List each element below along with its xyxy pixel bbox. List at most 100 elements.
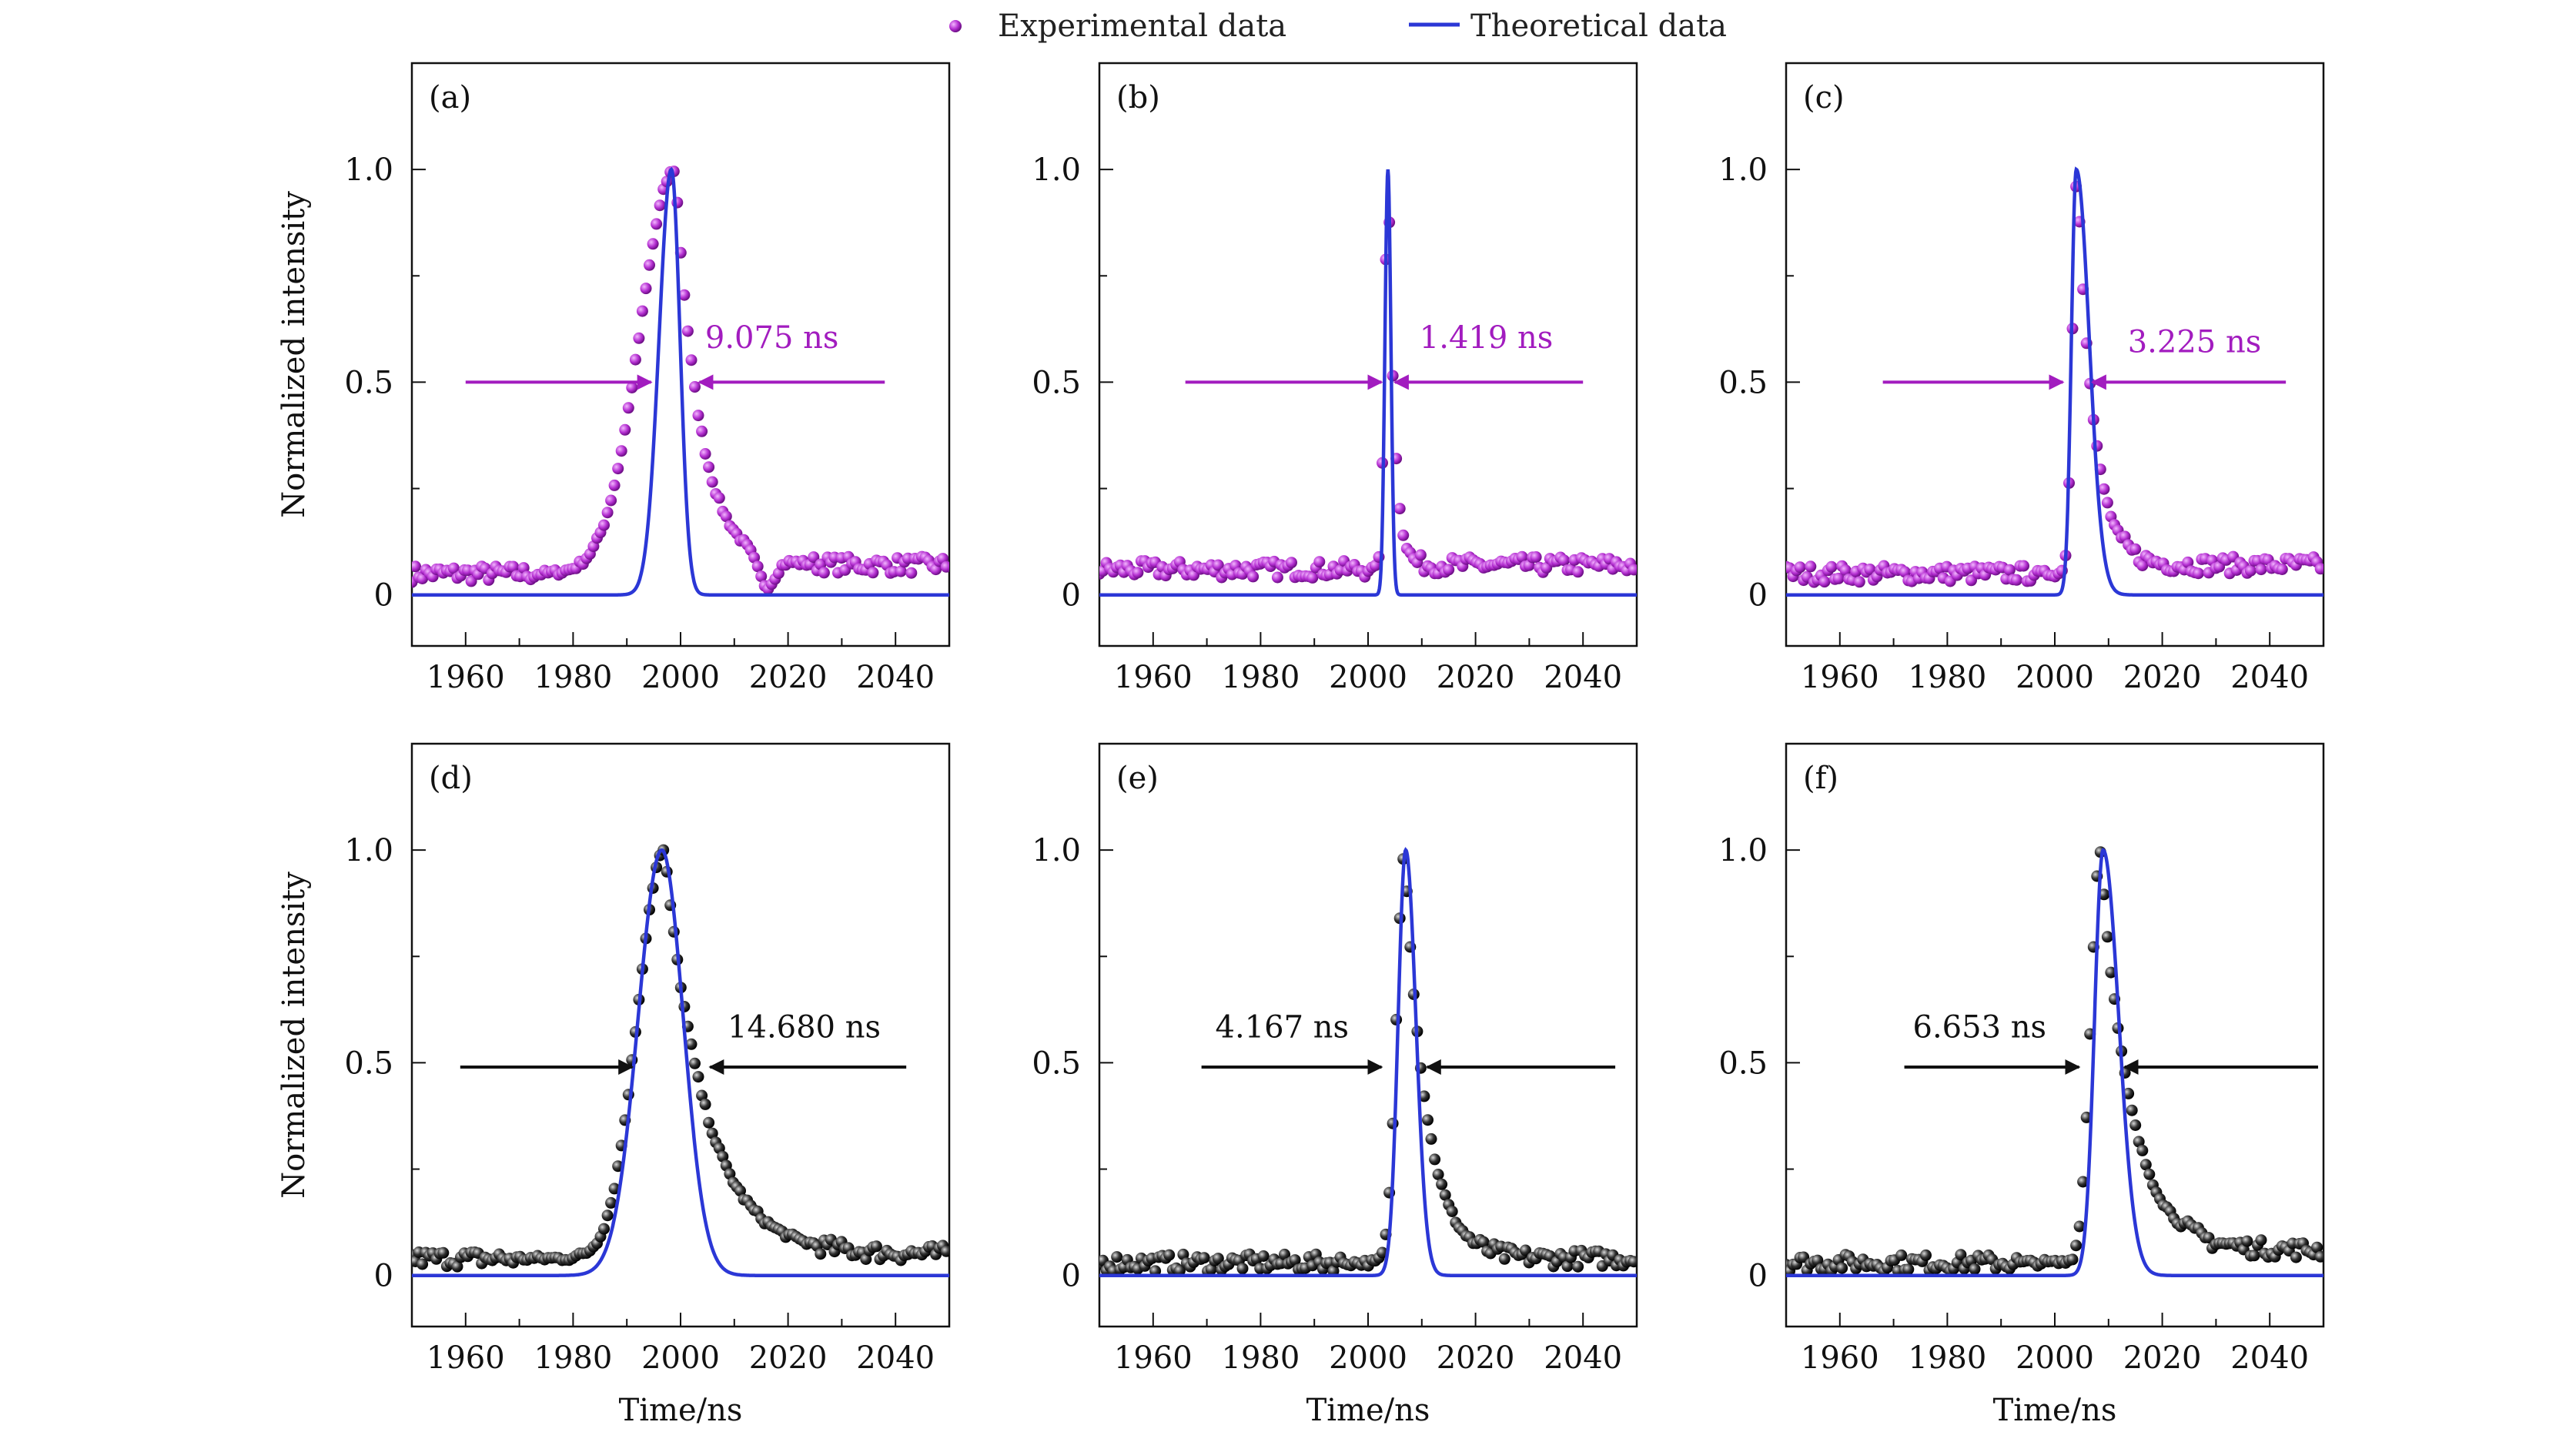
panel-f-plot-area — [1786, 846, 2323, 1277]
panel-f-ytick-label: 0.5 — [1718, 1046, 1768, 1081]
panel-a-experimental-point — [748, 551, 761, 564]
panel-f-experimental-point — [2077, 1176, 2089, 1188]
panel-d-experimental-point — [940, 1245, 949, 1257]
panel-b-experimental-point — [1516, 550, 1528, 563]
panel-d-ylabel: Normalized intensity — [276, 872, 312, 1199]
panel-b-xtick-label: 1960 — [1114, 660, 1193, 695]
panel-a-ylabel: Normalized intensity — [276, 191, 312, 518]
legend-experimental-label: Experimental data — [998, 8, 1286, 44]
panel-a-experimental-point — [867, 567, 879, 579]
panel-f-experimental-point — [1836, 1262, 1848, 1274]
panel-d-experimental-point — [815, 1248, 827, 1260]
panel-e-ytick-label: 0 — [1062, 1259, 1081, 1294]
panel-d-experimental-point — [685, 1038, 698, 1050]
panel-c-experimental-point — [2101, 497, 2113, 509]
panel-a-experimental-point — [612, 463, 624, 475]
panel-d-xtick-label: 2000 — [641, 1340, 720, 1376]
panel-a-experimental-point — [703, 461, 715, 473]
panel-d-experimental-point — [717, 1150, 729, 1163]
panel-c-experimental-point — [1864, 564, 1876, 575]
panel-c-experimental-point — [1794, 561, 1806, 574]
panel-c-experimental-point — [2244, 564, 2257, 577]
legend-theoretical-label: Theoretical data — [1470, 8, 1727, 44]
panel-c: 1960 1980 2000 2020 2040 0 0.5 1.0 (c) 3.225 ns — [1718, 62, 2325, 695]
panel-e-xtick-label: 2040 — [1544, 1340, 1622, 1376]
panel-f-experimental-point — [2070, 1240, 2083, 1252]
panel-e-ytick-label: 1.0 — [1032, 833, 1081, 868]
panel-e-theory-line — [1099, 847, 1637, 1277]
panel-c-experimental-point — [2255, 564, 2267, 576]
panel-e-experimental-point — [1422, 1114, 1434, 1126]
panel-e-experimental-point — [1377, 1246, 1388, 1259]
panel-c-fwhm-label: 3.225 ns — [2128, 325, 2262, 360]
panel-f-xtick-label: 2020 — [2123, 1340, 2202, 1376]
panel-c-experimental-point — [1853, 576, 1865, 588]
panel-e-xtick-label: 2020 — [1437, 1340, 1515, 1376]
panel-d-experimental-point — [696, 1089, 708, 1102]
panel-f-xtick-label: 2000 — [2016, 1340, 2094, 1376]
panel-b-xtick-label: 2020 — [1437, 660, 1515, 695]
panel-f-experimental-point — [2098, 888, 2110, 901]
panel-c-experimental-point — [2276, 564, 2288, 575]
panel-f-experimental-point — [2314, 1250, 2323, 1263]
panel-b-experimental-point — [1313, 556, 1326, 568]
panel-f-ytick-label: 1.0 — [1718, 833, 1768, 868]
panel-d-ytick-label: 0.5 — [344, 1046, 393, 1081]
panel-a-experimental-point — [751, 560, 764, 573]
panel-d-plot-area — [412, 844, 949, 1277]
panel-a-experimental-point — [692, 410, 704, 422]
panel-b-xtick-label: 2000 — [1329, 660, 1407, 695]
panel-e: 1960 1980 2000 2020 2040 0 0.5 1.0 (e) Time/ns 4.1… — [1032, 742, 1638, 1428]
panel-f-experimental-point — [2101, 931, 2113, 943]
panel-b-fwhm-label: 1.419 ns — [1420, 320, 1554, 356]
panel-b-label: (b) — [1116, 80, 1160, 115]
panel-d-experimental-point — [706, 1127, 718, 1139]
panel-f-xtick-label: 2040 — [2230, 1340, 2309, 1376]
panel-c-xtick-label: 1980 — [1909, 660, 1987, 695]
panel-f-experimental-point — [2248, 1250, 2260, 1262]
panel-d-xtick-label: 2040 — [856, 1340, 935, 1376]
panel-b-xtick-label: 2040 — [1544, 660, 1622, 695]
panel-f-experimental-point — [2129, 1119, 2142, 1131]
panel-f-experimental-point — [1955, 1249, 1967, 1261]
panel-a-experimental-point — [608, 479, 621, 491]
panel-f-experimental-point — [2143, 1168, 2156, 1180]
panel-a-experimental-point — [447, 562, 460, 574]
panel-c-experimental-point — [2018, 560, 2029, 572]
panel-a-experimental-point — [699, 448, 711, 460]
panel-c-experimental-point — [1832, 572, 1845, 584]
panel-c-ytick-label: 1.0 — [1718, 152, 1768, 188]
panel-f-experimental-point — [1969, 1263, 1981, 1275]
panel-b-experimental-point — [1132, 567, 1144, 579]
panel-c-experimental-point — [2010, 574, 2022, 586]
panel-a-ytick-label: 0.5 — [344, 365, 393, 400]
panel-d-ytick-label: 1.0 — [344, 833, 393, 868]
panel-e-experimental-point — [1628, 1256, 1637, 1268]
panel-c-experimental-point — [2091, 440, 2103, 452]
panel-f-label: (f) — [1803, 761, 1838, 796]
panel-d-experimental-point — [608, 1183, 621, 1195]
panel-f-xtick-label: 1980 — [1909, 1340, 1987, 1376]
panel-d-xlabel: Time/ns — [619, 1393, 743, 1428]
panel-e-experimental-point — [1561, 1260, 1574, 1273]
panel-c-theory-line — [1786, 166, 2323, 597]
panel-c-experimental-point — [2192, 567, 2204, 580]
panel-d-experimental-point — [689, 1057, 701, 1069]
panel-a-experimental-point — [615, 445, 627, 457]
panel-a-experimental-point — [412, 560, 421, 573]
panel-f-fwhm-label: 6.653 ns — [1913, 1009, 2047, 1045]
panel-e-fwhm-label: 4.167 ns — [1216, 1009, 1350, 1045]
panel-d-experimental-point — [437, 1246, 450, 1259]
panel-c-ytick-label: 0 — [1748, 578, 1768, 614]
panel-e-ytick-label: 0.5 — [1032, 1046, 1081, 1081]
panel-e-experimental-point — [1289, 1254, 1301, 1266]
panel-b-experimental-point — [1557, 554, 1570, 567]
panel-c-experimental-point — [1818, 576, 1831, 588]
panel-a-experimental-point — [689, 381, 701, 393]
panel-a-experimental-point — [706, 476, 718, 488]
panel-d-theory-line — [412, 848, 949, 1277]
panel-a-experimental-point — [465, 575, 477, 587]
panel-c-experimental-point — [1825, 560, 1838, 573]
panel-d-experimental-point — [734, 1185, 746, 1197]
panel-e-experimental-point — [1387, 1117, 1399, 1129]
